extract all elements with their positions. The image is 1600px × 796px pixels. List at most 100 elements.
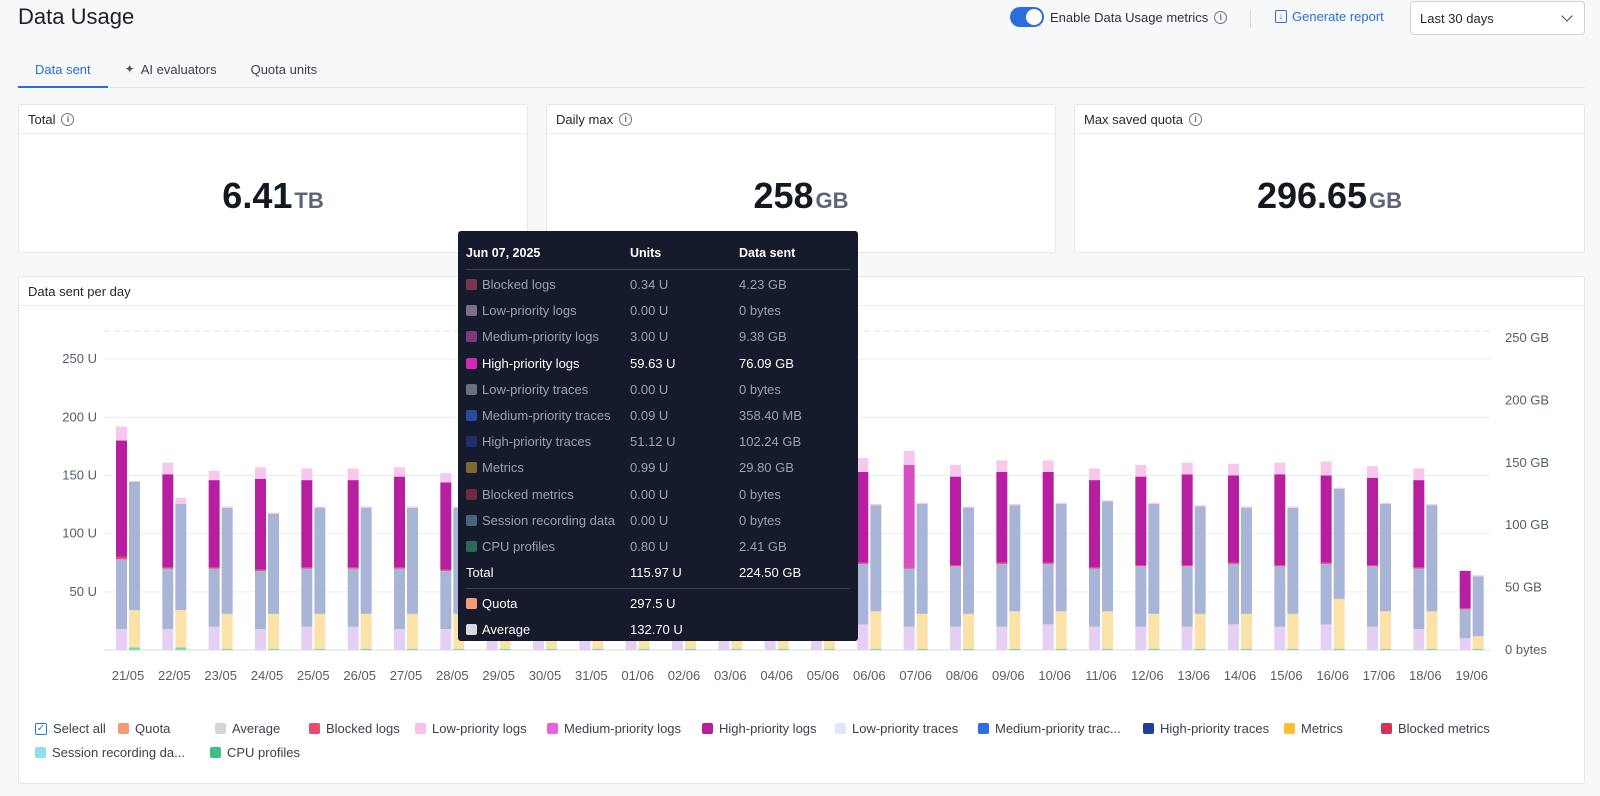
blocked-logs-units-bar xyxy=(903,567,915,569)
high-priority-logs-units-bar xyxy=(1367,477,1378,566)
traces-bytes-bar xyxy=(1380,503,1391,612)
low-priority-logs-bytes-bar xyxy=(407,506,418,508)
metrics-bytes-bar xyxy=(870,611,882,649)
low-priority-logs-bytes-bar xyxy=(1009,503,1021,506)
x-tick-label: 07/06 xyxy=(899,668,932,683)
legend-item[interactable]: Blocked logs xyxy=(309,721,400,736)
high-priority-logs-units-bar xyxy=(347,480,359,568)
tooltip-row-label: Medium-priority traces xyxy=(482,407,611,423)
tooltip-row-units: 0.99 U xyxy=(630,460,669,476)
tooltip-row-units: 0.00 U xyxy=(630,303,669,319)
cpu-profiles-bytes-bar xyxy=(453,648,465,650)
cpu-profiles-bytes-bar xyxy=(1194,648,1206,650)
quota-swatch xyxy=(466,598,477,610)
x-tick-label: 13/06 xyxy=(1177,668,1210,683)
kpi-value: 6.41 xyxy=(222,175,293,216)
cpu-profiles-bytes-bar xyxy=(1241,648,1252,650)
x-tick-label: 29/05 xyxy=(482,668,515,683)
traces-units-bar xyxy=(996,563,1008,627)
y-left-tick-label: 150 U xyxy=(62,467,97,482)
traces-units-bar xyxy=(950,566,961,627)
tab-data-sent[interactable]: Data sent xyxy=(18,54,108,88)
tab-quota-units[interactable]: Quota units xyxy=(234,54,335,88)
cpu-profiles-bytes-bar xyxy=(129,647,140,650)
traces-bytes-bar xyxy=(1426,505,1438,612)
info-icon[interactable]: i xyxy=(1189,112,1203,126)
tab-ai-evaluators[interactable]: ✦ AI evaluators xyxy=(108,54,234,88)
tooltip-row-label: High-priority traces xyxy=(482,434,592,450)
low-priority-logs-top-bar xyxy=(1089,468,1100,481)
cpu-profiles-bytes-bar xyxy=(963,648,974,650)
x-tick-label: 15/06 xyxy=(1270,668,1303,683)
metrics-bytes-bar xyxy=(175,610,187,648)
legend-item[interactable]: Low-priority traces xyxy=(835,721,958,736)
legend-label: Session recording da... xyxy=(52,745,185,760)
traces-units-bar xyxy=(440,570,452,630)
traces-bytes-bar xyxy=(1009,505,1021,612)
legend-item[interactable]: CPU profiles xyxy=(210,745,300,760)
tab-label: Quota units xyxy=(250,62,318,77)
tooltip-row: High-priority traces 51.12 U 102.24 GB xyxy=(466,427,850,453)
low-priority-logs-units-bar xyxy=(440,629,452,650)
legend-item[interactable]: Blocked metrics xyxy=(1381,721,1490,736)
tooltip-row-units: 0.00 U xyxy=(630,381,669,397)
legend-item[interactable]: Metrics xyxy=(1284,721,1343,736)
select-all-checkbox[interactable]: ✓ Select all xyxy=(35,721,106,736)
traces-bytes-bar xyxy=(129,481,140,611)
cpu-profiles-bytes-bar xyxy=(731,648,743,650)
legend-item[interactable]: Session recording da... xyxy=(35,745,185,760)
traces-bytes-bar xyxy=(1333,489,1345,599)
legend-label: Low-priority traces xyxy=(852,721,959,736)
x-tick-label: 18/06 xyxy=(1409,668,1442,683)
tooltip-row-label: High-priority logs xyxy=(482,355,580,371)
y-left-tick-label: 250 U xyxy=(62,351,97,366)
low-priority-logs-units-bar xyxy=(1413,629,1425,650)
metrics-bytes-bar xyxy=(1009,611,1021,649)
legend-item[interactable]: Average xyxy=(215,721,280,736)
low-priority-logs-units-bar xyxy=(1135,626,1147,650)
series-swatch xyxy=(466,305,477,317)
x-tick-label: 17/06 xyxy=(1363,668,1396,683)
chart-title: Data sent per day xyxy=(28,283,131,299)
low-priority-logs-bytes-bar xyxy=(1333,487,1345,490)
info-icon[interactable]: i xyxy=(61,112,75,126)
high-priority-logs-units-bar xyxy=(1228,475,1239,563)
legend-item[interactable]: Medium-priority logs xyxy=(547,721,681,736)
metrics-bytes-bar xyxy=(1426,611,1438,649)
metrics-bytes-bar xyxy=(1241,613,1252,649)
date-range-select[interactable]: Last 30 days xyxy=(1410,1,1585,35)
tooltip-row: Medium-priority logs 3.00 U 9.38 GB xyxy=(466,322,850,348)
cpu-profiles-bytes-bar xyxy=(221,648,233,650)
legend-item[interactable]: Medium-priority trac... xyxy=(978,721,1121,736)
tooltip-row-label: Session recording data xyxy=(482,512,615,528)
series-swatch xyxy=(466,488,477,500)
metrics-bytes-bar xyxy=(1102,611,1113,649)
high-priority-logs-units-bar xyxy=(255,478,266,570)
legend-swatch xyxy=(118,723,129,734)
legend-swatch xyxy=(702,723,713,734)
cpu-profiles-bytes-bar xyxy=(1055,648,1067,650)
cpu-profiles-bytes-bar xyxy=(1102,648,1113,650)
low-priority-logs-top-bar xyxy=(1042,460,1054,472)
info-icon[interactable]: i xyxy=(1214,10,1228,24)
blocked-logs-units-bar xyxy=(950,565,961,567)
blocked-logs-units-bar xyxy=(208,567,220,569)
tooltip-row: CPU profiles 0.80 U 2.41 GB xyxy=(466,532,850,558)
low-priority-logs-top-bar xyxy=(255,467,266,479)
generate-report-button[interactable]: ↓ Generate report xyxy=(1275,9,1384,24)
info-icon[interactable]: i xyxy=(619,112,633,126)
legend-item[interactable]: High-priority traces xyxy=(1143,721,1269,736)
tooltip-row: Low-priority traces 0.00 U 0 bytes xyxy=(466,375,850,401)
cpu-profiles-bytes-bar xyxy=(407,648,418,650)
legend-item[interactable]: Low-priority logs xyxy=(415,721,527,736)
traces-units-bar xyxy=(208,568,220,627)
sparkles-icon: ✦ xyxy=(124,62,135,76)
legend-item[interactable]: Quota xyxy=(118,721,170,736)
metrics-bytes-bar xyxy=(1287,613,1299,649)
cpu-profiles-bytes-bar xyxy=(1287,648,1299,650)
metrics-toggle[interactable] xyxy=(1010,7,1044,27)
tooltip-row-data: 2.41 GB xyxy=(739,538,787,554)
tooltip-row-units: 51.12 U xyxy=(630,434,676,450)
blocked-logs-units-bar xyxy=(996,562,1008,564)
legend-item[interactable]: High-priority logs xyxy=(702,721,817,736)
